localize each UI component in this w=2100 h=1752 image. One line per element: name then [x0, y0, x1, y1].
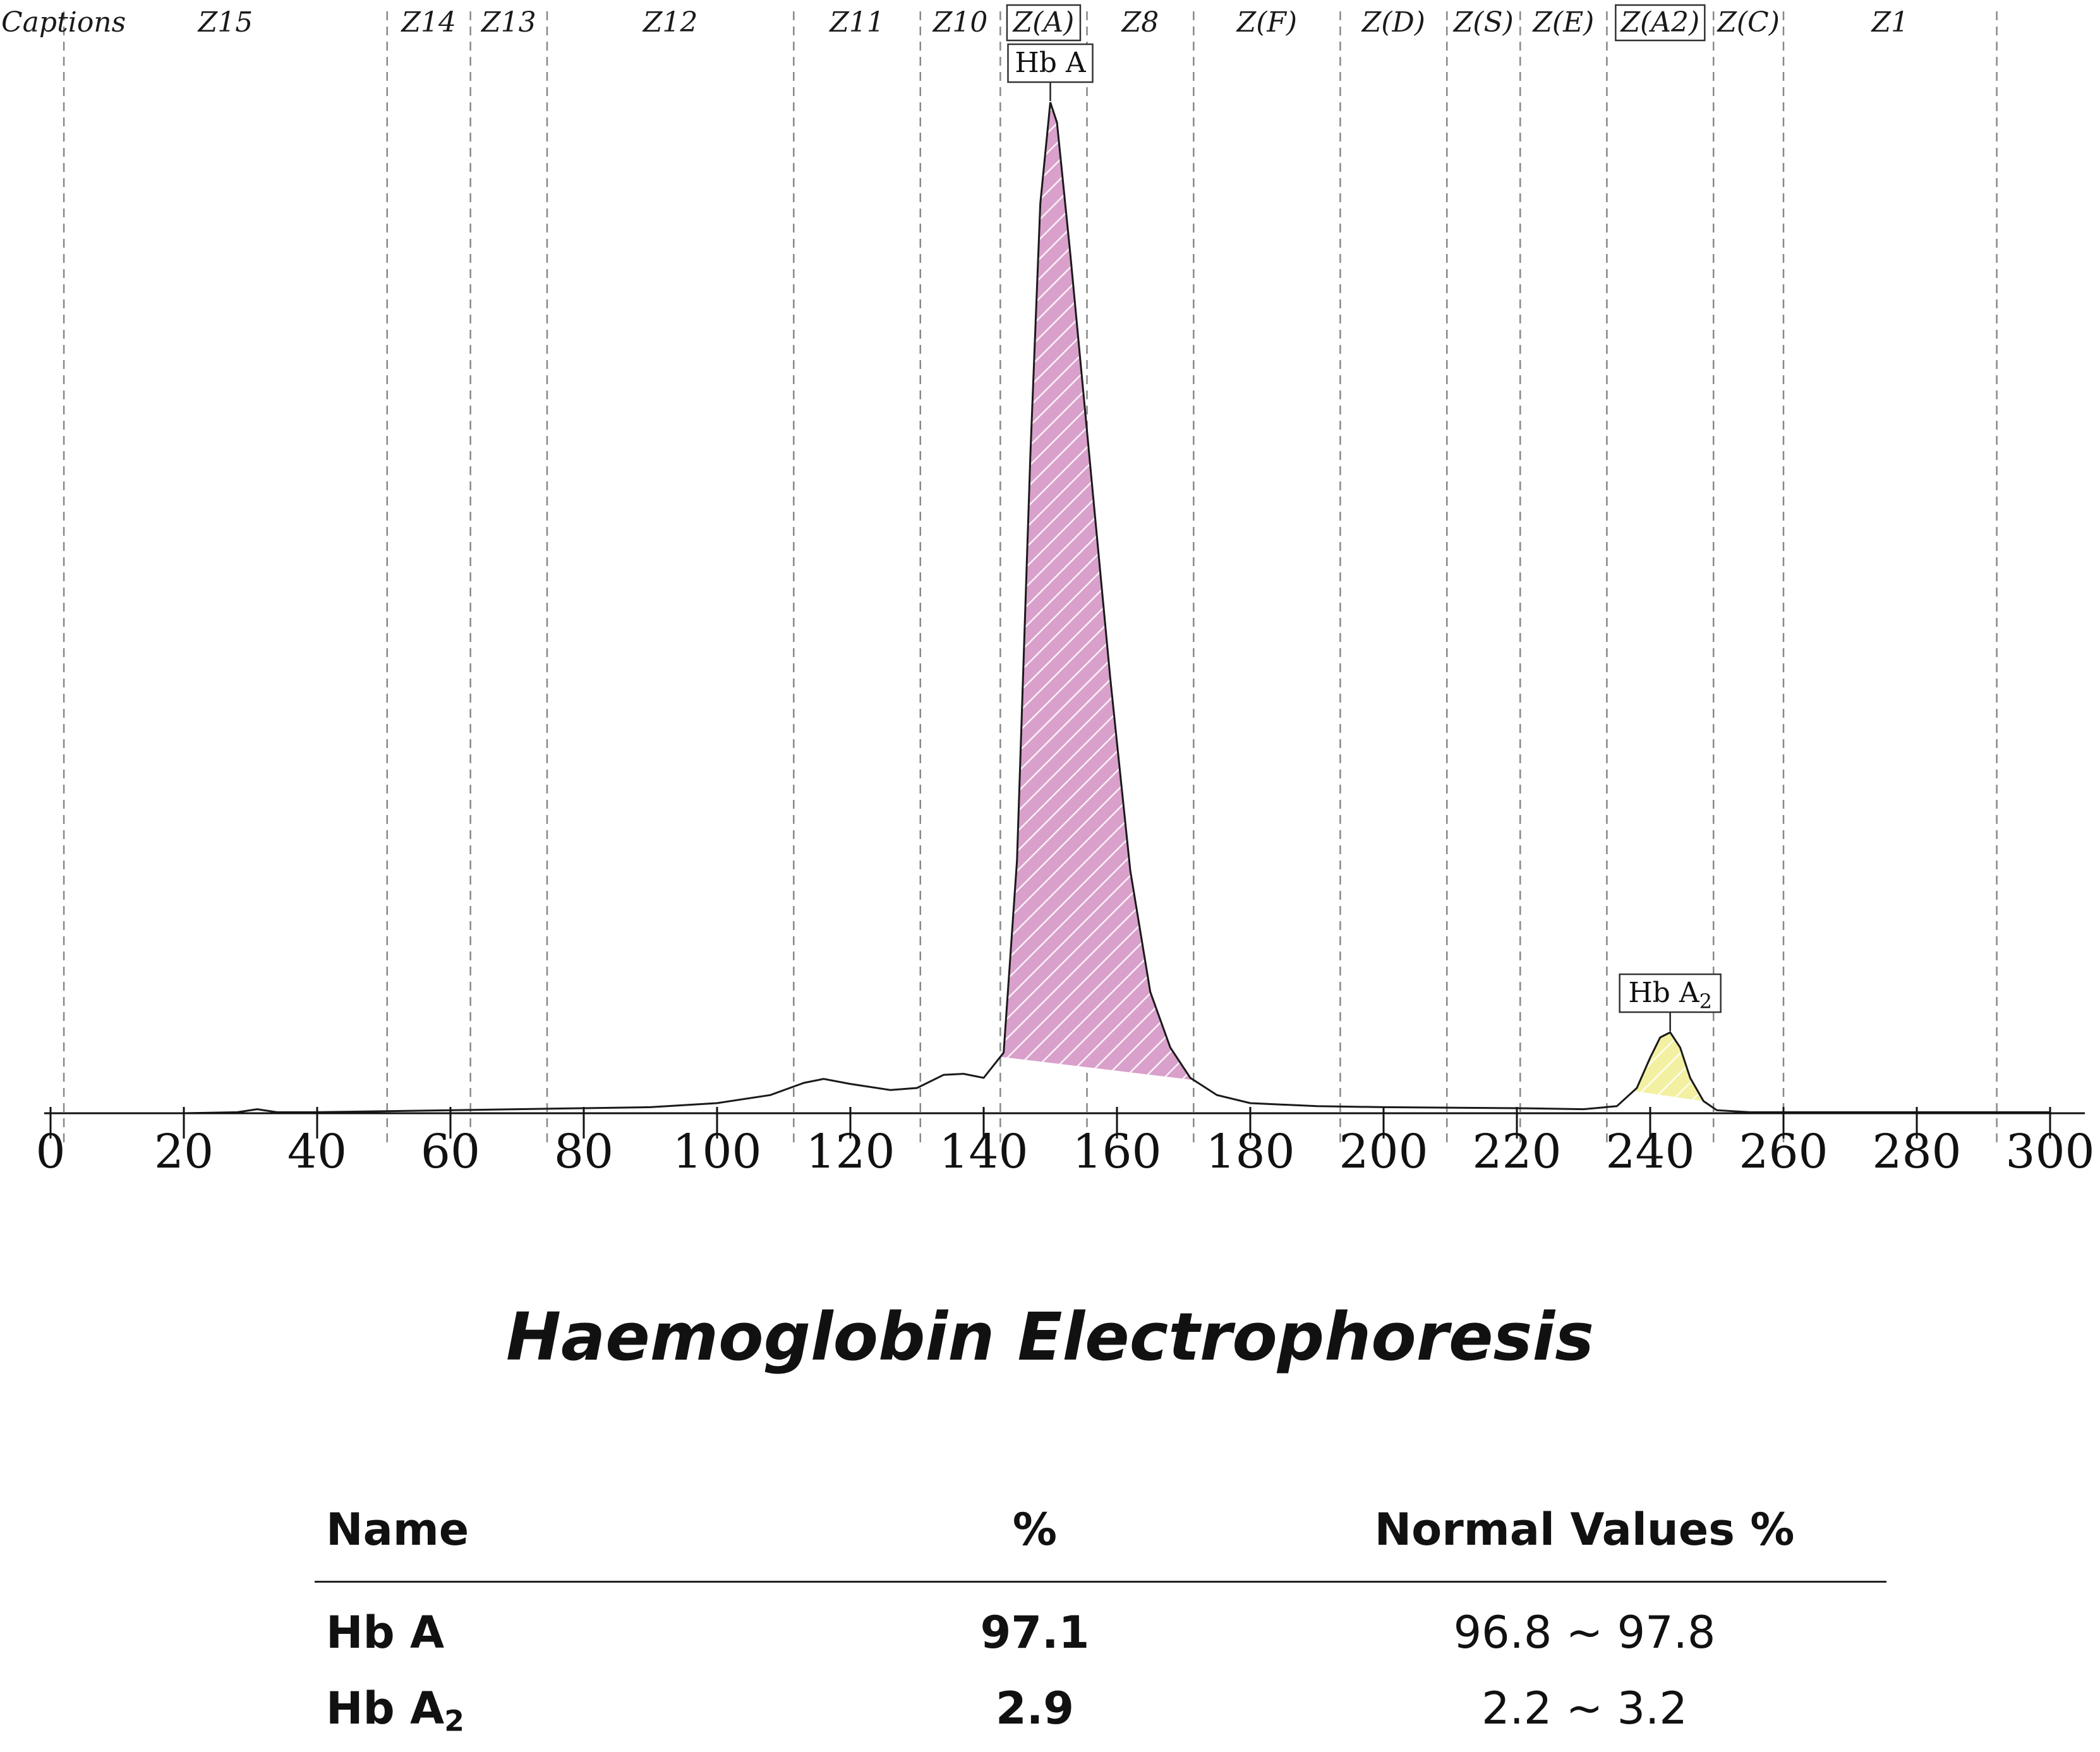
zone-caption: Z15	[197, 6, 253, 39]
peak-labels: Hb A Hb A2	[1007, 43, 1722, 1031]
header-name: Name	[326, 1504, 469, 1556]
row-percent: 2.9	[995, 1683, 1074, 1734]
electrophoresis-trace	[51, 102, 2050, 1115]
x-tick-label: 20	[154, 1125, 214, 1179]
peak-fills	[1000, 102, 1704, 1101]
peak-label: Hb A	[1015, 47, 1087, 79]
header-normal-values: Normal Values %	[1374, 1504, 1795, 1556]
peak-label: Hb A2	[1628, 977, 1712, 1013]
trace-layer	[51, 102, 2050, 1115]
x-tick-label: 40	[287, 1125, 347, 1179]
x-tick-label: 160	[1072, 1125, 1161, 1179]
peak-hatch	[1633, 1032, 1704, 1101]
zone-caption: Z14	[400, 6, 456, 39]
zone-caption-box	[1006, 4, 1082, 42]
x-tick-label: 120	[806, 1125, 895, 1179]
row-percent: 97.1	[980, 1607, 1090, 1658]
x-tick-label: 260	[1739, 1125, 1828, 1179]
electrophoresis-chart: Captions Z15 Z14 Z13 Z12 Z11 Z10 Z(A) Z8 Z(F) Z(D)…	[1, 4, 2095, 1179]
peak-label-box	[1007, 43, 1094, 83]
zone-caption: Z(E)	[1531, 6, 1594, 39]
x-tick-label: 220	[1472, 1125, 1561, 1179]
x-tick-label: 200	[1339, 1125, 1428, 1179]
zone-caption: Z13	[480, 6, 536, 39]
x-tick-label: 140	[939, 1125, 1028, 1179]
x-tick-label: 240	[1605, 1125, 1694, 1179]
x-tick-label: 80	[554, 1125, 613, 1179]
zone-caption: Z(C)	[1716, 6, 1780, 39]
zone-caption: Z(A)	[1012, 6, 1075, 39]
x-tick-label: 100	[672, 1125, 761, 1179]
zone-caption: Z11	[828, 6, 884, 39]
zone-caption: Z10	[932, 6, 988, 39]
results-table: Name % Normal Values % Hb A 97.1 96.8 ~ …	[315, 1491, 1886, 1752]
zone-caption: Captions	[1, 6, 126, 39]
table-header-row: Name % Normal Values %	[315, 1491, 1886, 1583]
peak-label-box	[1619, 973, 1722, 1013]
x-tick-label: 0	[35, 1125, 65, 1179]
zone-caption: Z8	[1121, 6, 1159, 39]
zone-caption: Z(D)	[1361, 6, 1425, 39]
table-row: Hb A 97.1 96.8 ~ 97.8	[315, 1600, 1886, 1676]
zone-caption: Z1	[1871, 6, 1909, 39]
peak-hatch	[1000, 102, 1194, 1080]
row-name: Hb A2	[326, 1683, 464, 1738]
x-tick-label: 280	[1872, 1125, 1961, 1179]
row-normal-values: 2.2 ~ 3.2	[1481, 1683, 1687, 1734]
x-tick-label: 300	[2005, 1125, 2094, 1179]
zone-caption: Z(A2)	[1619, 6, 1699, 39]
table-row: Hb A2 2.9 2.2 ~ 3.2	[315, 1676, 1886, 1752]
header-percent: %	[1012, 1504, 1058, 1556]
zone-caption-box	[1615, 4, 1706, 42]
report-title: Haemoglobin Electrophoresis	[506, 1298, 1594, 1375]
zone-caption: Z12	[642, 6, 698, 39]
x-tick-label: 60	[421, 1125, 480, 1179]
zone-captions: Captions Z15 Z14 Z13 Z12 Z11 Z10 Z(A) Z8 Z(F) Z(D)…	[1, 4, 1909, 42]
row-name: Hb A	[326, 1607, 445, 1658]
row-normal-values: 96.8 ~ 97.8	[1453, 1607, 1716, 1658]
zone-boundaries	[63, 11, 1998, 1147]
x-axis: 0 20 40 60 80 100 120 140 160 180 200 220 240 260 280 3…	[35, 1107, 2095, 1179]
zone-caption: Z(F)	[1236, 6, 1297, 39]
zone-caption: Z(S)	[1452, 6, 1514, 39]
x-tick-label: 180	[1205, 1125, 1294, 1179]
